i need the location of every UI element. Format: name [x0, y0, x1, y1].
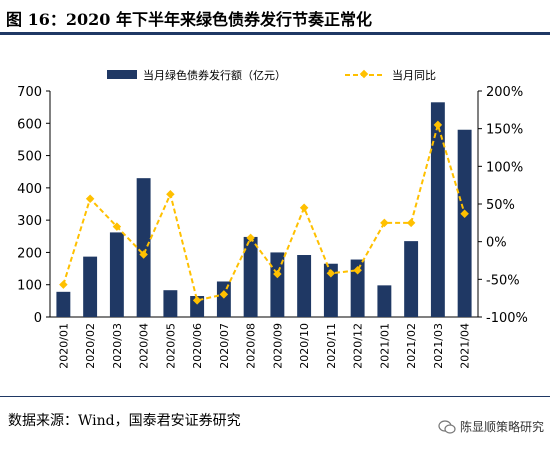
y-right-tick-label: 0% [486, 236, 507, 251]
bar [216, 281, 231, 317]
y-left-tick-label: 200 [17, 246, 42, 261]
figure-title: 图 16：2020 年下半年来绿色债券发行节奏正常化 [6, 10, 372, 29]
bar [190, 296, 205, 317]
y-left-tick-label: 400 [17, 182, 42, 197]
x-tick-label: 2020/01 [57, 323, 70, 369]
x-tick-label: 2020/08 [245, 323, 258, 369]
line-point [85, 194, 95, 203]
x-tick-label: 2021/04 [459, 323, 472, 369]
x-tick-label: 2021/02 [405, 323, 418, 369]
title-rule [0, 32, 550, 35]
x-tick-label: 2020/02 [84, 323, 97, 369]
y-left-tick-label: 500 [17, 150, 42, 165]
y-right-tick-label: -100% [486, 311, 528, 326]
x-tick-label: 2020/11 [325, 323, 338, 369]
x-tick-label: 2021/03 [432, 323, 445, 369]
y-right-tick-label: 100% [486, 160, 523, 175]
x-tick-label: 2020/07 [218, 323, 231, 369]
chart-axes: 0 100 200 300 400 500 600 700 -100% -50% 0% 50% 100%… [17, 85, 528, 326]
watermark: 陈显顺策略研究 [438, 418, 544, 435]
source-note: 数据来源：Wind，国泰君安证券研究 [8, 413, 241, 429]
wechat-icon [438, 419, 456, 434]
bar [136, 178, 151, 317]
line-point [326, 269, 336, 278]
x-tick-label: 2020/09 [271, 323, 284, 369]
x-tick-label: 2020/05 [164, 323, 177, 369]
y-left-tick-label: 100 [17, 279, 42, 294]
source-rule [0, 396, 550, 397]
line-point [112, 222, 122, 231]
x-tick-label: 2020/10 [298, 323, 311, 369]
y-left-tick-label: 600 [17, 117, 42, 132]
line-point [246, 233, 255, 243]
y-right-tick-label: 50% [486, 198, 515, 213]
y-left-tick-label: 700 [17, 85, 42, 100]
bar [243, 236, 258, 317]
figure-title-bar: 图 16：2020 年下半年来绿色债券发行节奏正常化 [0, 0, 550, 35]
bar [404, 241, 419, 317]
line-point [380, 218, 389, 228]
line-point [299, 203, 309, 213]
line-point [192, 296, 202, 305]
bar [377, 285, 392, 317]
x-tick-label: 2020/06 [191, 323, 204, 369]
line-point [166, 189, 175, 199]
x-tick-label: 2021/01 [378, 323, 391, 369]
bar [323, 263, 338, 317]
bar [297, 255, 312, 317]
bar [457, 129, 472, 317]
bar [350, 259, 365, 317]
legend-label-line: 当月同比 [392, 68, 436, 82]
legend-swatch-bar [107, 70, 137, 79]
line-series [59, 120, 469, 305]
line-point [273, 269, 282, 279]
bar [163, 290, 178, 317]
x-tick-label: 2020/12 [352, 323, 365, 369]
line-point [219, 290, 229, 299]
x-axis-labels: 2020/01 2020/02 2020/03 2020/04 2020/05 2020/… [57, 323, 471, 369]
chart-legend: 当月绿色债券发行额（亿元） 当月同比 [107, 68, 436, 82]
watermark-text: 陈显顺策略研究 [459, 420, 544, 434]
bar [270, 252, 285, 317]
y-right-tick-label: 150% [486, 123, 523, 138]
x-tick-label: 2020/03 [111, 323, 124, 369]
line-point [460, 209, 469, 219]
bar [430, 102, 445, 317]
y-right-tick-label: -50% [486, 273, 520, 288]
bar [56, 291, 71, 317]
line-point [59, 280, 68, 289]
y-left-tick-label: 300 [17, 214, 42, 229]
line-point [433, 120, 443, 130]
y-left-tick-label: 0 [34, 311, 42, 326]
bar-series [56, 102, 472, 317]
line-point [139, 250, 148, 259]
x-tick-label: 2020/04 [138, 323, 151, 369]
line-path [62, 121, 466, 302]
y-right-tick-label: 200% [486, 85, 523, 100]
legend-label-bar: 当月绿色债券发行额（亿元） [143, 68, 286, 82]
legend-swatch-marker [359, 69, 369, 79]
bar [83, 256, 98, 317]
combo-chart: 当月绿色债券发行额（亿元） 当月同比 0 100 200 300 400 500 600 70… [17, 68, 528, 369]
bar [109, 232, 124, 317]
line-point [353, 266, 362, 275]
line-point [406, 218, 416, 228]
